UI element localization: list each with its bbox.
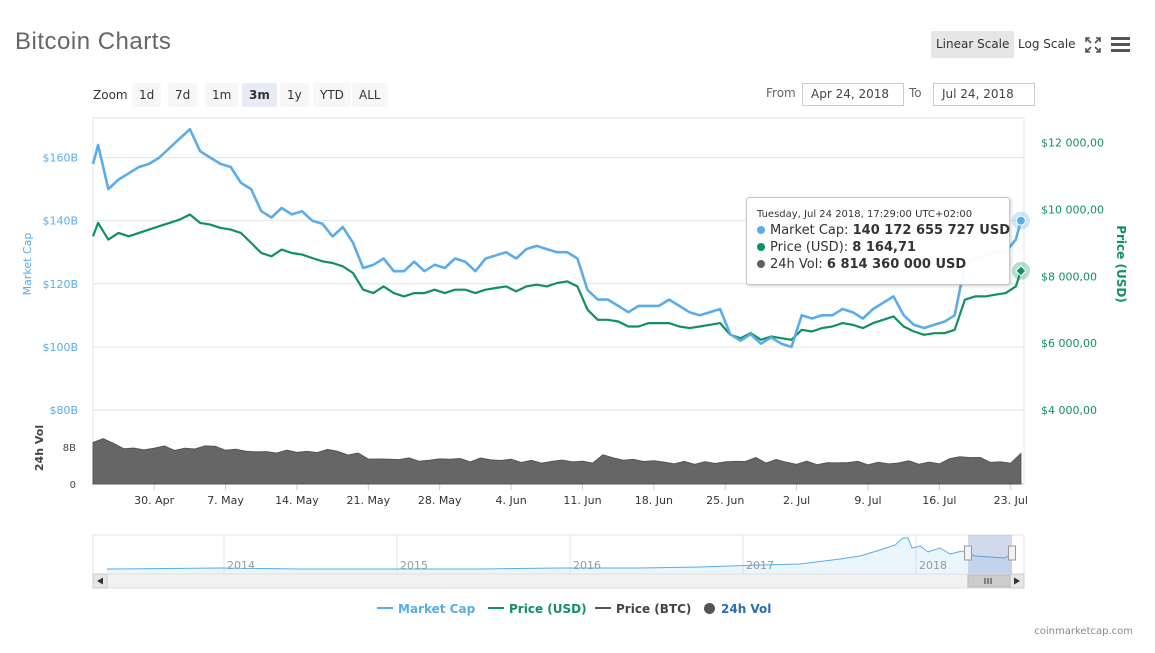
legend-price-btc-swatch xyxy=(595,607,611,609)
volume-tick-label: 8B xyxy=(63,443,76,454)
left-tick-label: $140B xyxy=(42,215,78,228)
left-tick-label: $160B xyxy=(42,152,78,165)
tooltip-dot-volume xyxy=(757,260,765,268)
linear-scale-button[interactable]: Linear Scale xyxy=(931,31,1015,58)
tooltip-dot-price xyxy=(757,243,765,251)
to-label: To xyxy=(909,86,922,100)
market-cap-line xyxy=(91,127,1023,349)
right-tick-label: $10 000,00 xyxy=(1041,204,1104,217)
credit-link[interactable]: coinmarketcap.com xyxy=(1034,626,1133,637)
zoom-1d-button[interactable]: 1d xyxy=(132,83,162,107)
legend-24h-vol-label: 24h Vol xyxy=(721,602,772,616)
tooltip-value-market-cap: 140 172 655 727 USD xyxy=(852,223,1010,238)
legend-price-usd-label: Price (USD) xyxy=(509,602,587,616)
legend-price-usd[interactable]: Price (USD) xyxy=(488,602,587,616)
market-cap-hover-point xyxy=(1015,215,1026,226)
volume-series xyxy=(92,438,1022,485)
x-tick-label: 4. Jun xyxy=(495,494,526,507)
tooltip-row-volume: 24h Vol: 6 814 360 000 USD xyxy=(757,257,966,272)
right-tick-label: $8 000,00 xyxy=(1041,270,1097,283)
legend-24h-vol[interactable]: 24h Vol xyxy=(704,602,771,616)
x-tick-label: 25. Jun xyxy=(706,494,744,507)
volume-area xyxy=(92,438,1022,485)
price-chart[interactable]: 2014 2015 2016 2017 2018 $80B $100B $120B $140B… xyxy=(0,0,1155,600)
x-tick-label: 2. Jul xyxy=(783,494,810,507)
navigator-year-label: 2018 xyxy=(919,559,947,572)
zoom-3m-button[interactable]: 3m xyxy=(242,83,277,107)
right-tick-label: $6 000,00 xyxy=(1041,337,1097,350)
left-tick-label: $100B xyxy=(42,341,78,354)
scrollbar-right-arrow-icon xyxy=(1014,577,1020,585)
x-tick-label: 7. May xyxy=(207,494,244,507)
hamburger-menu-icon-svg xyxy=(1111,37,1130,52)
volume-tick-label: 0 xyxy=(70,480,76,491)
tooltip-label-market-cap: Market Cap: xyxy=(770,223,849,238)
tooltip-row-price: Price (USD): 8 164,71 xyxy=(757,240,916,255)
x-tick-label: 14. May xyxy=(275,494,319,507)
fullscreen-icon[interactable] xyxy=(1085,37,1101,53)
tooltip-date: Tuesday, Jul 24 2018, 17:29:00 UTC+02:00 xyxy=(757,209,973,220)
zoom-7d-button[interactable]: 7d xyxy=(168,83,198,107)
from-date-input[interactable]: Apr 24, 2018 xyxy=(802,83,904,106)
legend-market-cap-label: Market Cap xyxy=(398,602,476,616)
tooltip-value-price: 8 164,71 xyxy=(852,240,917,255)
log-scale-button[interactable]: Log Scale xyxy=(1018,37,1076,51)
left-axis-title: Market Cap xyxy=(21,233,34,296)
x-tick-label: 18. Jun xyxy=(635,494,673,507)
navigator-handle-right xyxy=(1008,545,1016,561)
navigator-mini-line xyxy=(106,537,1013,570)
x-tick-label: 9. Jul xyxy=(854,494,881,507)
tooltip-label-price: Price (USD): xyxy=(770,240,849,255)
x-tick-label: 28. May xyxy=(418,494,462,507)
zoom-all-button[interactable]: ALL xyxy=(352,83,388,107)
x-tick-label: 23. Jul xyxy=(994,494,1028,507)
series-lines xyxy=(91,127,1030,349)
axis-labels: $80B $100B $120B $140B $160B $4 000,00 $6 000,… xyxy=(21,137,1128,507)
left-tick-label: $120B xyxy=(42,278,78,291)
zoom-1m-button[interactable]: 1m xyxy=(205,83,239,107)
hamburger-menu-icon[interactable] xyxy=(1111,37,1130,52)
scrollbar-thumb xyxy=(967,574,1011,588)
navigator-year-label: 2016 xyxy=(573,559,601,572)
x-tick-label: 21. May xyxy=(346,494,390,507)
right-tick-label: $12 000,00 xyxy=(1041,137,1104,150)
zoom-1y-button[interactable]: 1y xyxy=(280,83,309,107)
gridlines xyxy=(92,117,1025,490)
tooltip: Tuesday, Jul 24 2018, 17:29:00 UTC+02:00… xyxy=(746,197,1010,285)
price-usd-line xyxy=(91,213,1022,341)
page-title: Bitcoin Charts xyxy=(15,28,172,55)
x-tick-label: 30. Apr xyxy=(134,494,174,507)
legend-price-usd-swatch xyxy=(488,607,504,609)
tooltip-row-market-cap: Market Cap: 140 172 655 727 USD xyxy=(757,223,1010,238)
navigator-handle-left xyxy=(964,545,972,561)
zoom-ytd-button[interactable]: YTD xyxy=(313,83,351,107)
legend-market-cap[interactable]: Market Cap xyxy=(377,602,475,616)
tooltip-value-volume: 6 814 360 000 USD xyxy=(826,257,967,272)
volume-axis-title: 24h Vol xyxy=(33,425,46,471)
navigator-selection xyxy=(968,535,1012,574)
from-label: From xyxy=(766,86,796,100)
to-date-input[interactable]: Jul 24, 2018 xyxy=(933,83,1035,106)
x-tick-label: 16. Jul xyxy=(922,494,956,507)
navigator-mini-area xyxy=(107,538,1012,574)
x-tick-label: 11. Jun xyxy=(563,494,601,507)
tooltip-label-volume: 24h Vol: xyxy=(770,257,823,272)
price-hover-point xyxy=(1015,265,1027,277)
right-axis-title: Price (USD) xyxy=(1114,225,1128,303)
tooltip-dot-market-cap xyxy=(757,226,765,234)
left-tick-label: $80B xyxy=(49,404,78,417)
legend-24h-vol-swatch xyxy=(704,603,715,614)
navigator-frame xyxy=(92,534,1025,575)
legend-price-btc-label: Price (BTC) xyxy=(616,602,692,616)
navigator: 2014 2015 2016 2017 2018 xyxy=(92,534,1025,589)
fullscreen-icon-svg xyxy=(1085,37,1101,53)
legend-market-cap-swatch xyxy=(377,607,393,609)
legend-price-btc[interactable]: Price (BTC) xyxy=(595,602,691,616)
zoom-label: Zoom xyxy=(93,88,128,102)
scrollbar-left-arrow-icon xyxy=(97,577,103,585)
right-tick-label: $4 000,00 xyxy=(1041,404,1097,417)
scrollbar-track xyxy=(92,573,1025,589)
